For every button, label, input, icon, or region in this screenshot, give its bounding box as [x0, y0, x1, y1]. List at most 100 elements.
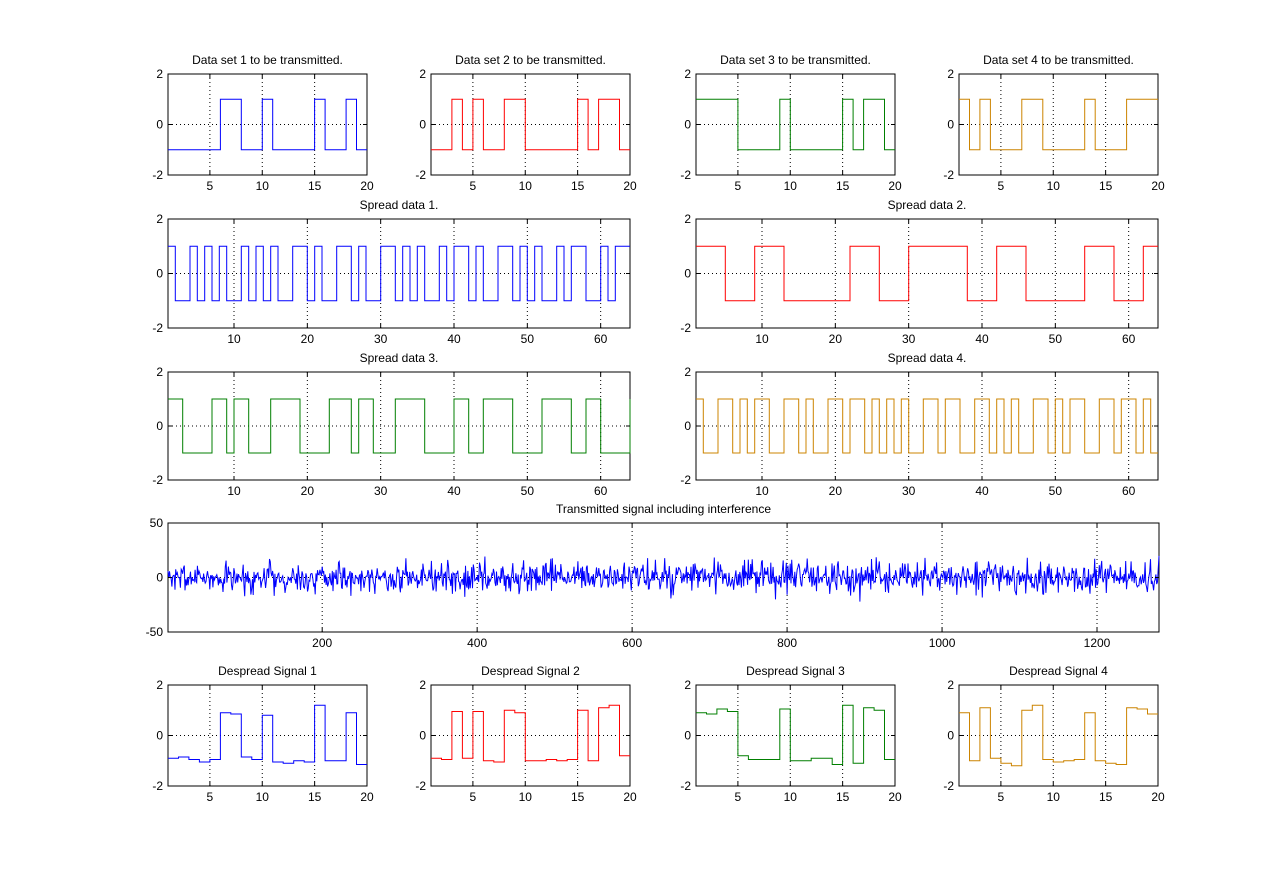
subplot-title: Spread data 3.	[360, 351, 439, 365]
x-tick-label: 800	[777, 636, 797, 650]
subplot-data3: 5 10 15 20 -2 0 2 Data set 3 to be transmitted.	[680, 53, 902, 193]
x-tick-label: 15	[1099, 179, 1113, 193]
subplot-title: Data set 1 to be transmitted.	[192, 53, 343, 67]
x-tick-label: 20	[301, 484, 315, 498]
series-line	[431, 98, 630, 151]
plot-area	[958, 684, 1159, 787]
series-line	[168, 98, 367, 151]
y-tick-label: -2	[152, 779, 163, 793]
series-line	[696, 704, 895, 765]
subplot-spread3: 10 20 30 40 50 60 -2 0 2 Spread data 3.	[152, 351, 631, 498]
x-tick-label: 200	[312, 636, 332, 650]
y-tick-label: 2	[156, 67, 163, 81]
subplot-title: Spread data 4.	[888, 351, 967, 365]
y-tick-label: -2	[680, 473, 691, 487]
x-tick-label: 20	[1151, 179, 1165, 193]
y-tick-label: 2	[419, 678, 426, 692]
y-tick-label: 2	[947, 67, 954, 81]
subplot-despread1: 5 10 15 20 -2 0 2 Despread Signal 1	[152, 664, 374, 804]
subplot-title: Despread Signal 2	[481, 664, 580, 678]
y-tick-label: -2	[943, 779, 954, 793]
y-tick-label: 0	[419, 118, 426, 132]
subplot-title: Data set 3 to be transmitted.	[720, 53, 871, 67]
y-tick-label: 0	[684, 267, 691, 281]
y-tick-label: -2	[680, 168, 691, 182]
x-tick-label: 20	[623, 179, 637, 193]
x-tick-label: 15	[836, 790, 850, 804]
subplot-title: Spread data 1.	[360, 198, 439, 212]
y-tick-label: 2	[684, 212, 691, 226]
plot-area	[958, 73, 1159, 176]
y-tick-label: 0	[156, 419, 163, 433]
plot-area	[167, 73, 368, 176]
x-tick-label: 1200	[1084, 636, 1111, 650]
subplot-data2: 5 10 15 20 -2 0 2 Data set 2 to be transmitted.	[415, 53, 637, 193]
x-tick-label: 40	[975, 484, 989, 498]
x-tick-label: 15	[1099, 790, 1113, 804]
plot-area	[695, 73, 896, 176]
subplot-title: Despread Signal 4	[1009, 664, 1108, 678]
x-tick-label: 600	[622, 636, 642, 650]
x-tick-label: 15	[836, 179, 850, 193]
y-tick-label: -2	[415, 779, 426, 793]
x-tick-label: 10	[256, 179, 270, 193]
subplot-despread3: 5 10 15 20 -2 0 2 Despread Signal 3	[680, 664, 902, 804]
series-line	[168, 245, 630, 302]
subplot-title: Transmitted signal including interferenc…	[556, 502, 771, 516]
x-tick-label: 5	[470, 790, 477, 804]
y-tick-label: -2	[680, 321, 691, 335]
series-line	[696, 98, 895, 151]
series-line	[431, 704, 630, 763]
y-tick-label: 0	[419, 729, 426, 743]
y-tick-label: -2	[415, 168, 426, 182]
y-tick-label: 0	[684, 729, 691, 743]
x-tick-label: 20	[360, 179, 374, 193]
x-tick-label: 50	[521, 484, 535, 498]
x-tick-label: 5	[207, 790, 214, 804]
x-tick-label: 20	[829, 484, 843, 498]
y-tick-label: 2	[684, 67, 691, 81]
x-tick-label: 1000	[929, 636, 956, 650]
x-tick-label: 40	[975, 332, 989, 346]
x-tick-label: 20	[888, 790, 902, 804]
y-tick-label: 0	[156, 571, 163, 585]
x-tick-label: 20	[623, 790, 637, 804]
subplot-spread2: 10 20 30 40 50 60 -2 0 2 Spread data 2.	[680, 198, 1159, 346]
series-line	[696, 245, 1158, 302]
y-tick-label: 0	[947, 118, 954, 132]
y-tick-label: -2	[152, 321, 163, 335]
y-tick-label: 0	[684, 118, 691, 132]
x-tick-label: 30	[374, 332, 388, 346]
x-tick-label: 5	[470, 179, 477, 193]
x-tick-label: 60	[1122, 332, 1136, 346]
y-tick-label: 0	[156, 118, 163, 132]
x-tick-label: 20	[1151, 790, 1165, 804]
x-tick-label: 60	[594, 332, 608, 346]
series-line	[696, 398, 1158, 454]
subplot-title: Data set 2 to be transmitted.	[455, 53, 606, 67]
y-tick-label: 0	[684, 419, 691, 433]
x-tick-label: 20	[829, 332, 843, 346]
subplot-despread2: 5 10 15 20 -2 0 2 Despread Signal 2	[415, 664, 637, 804]
x-tick-label: 10	[519, 790, 533, 804]
x-tick-label: 15	[308, 179, 322, 193]
y-tick-label: 0	[947, 729, 954, 743]
y-tick-label: 0	[156, 267, 163, 281]
y-tick-label: 2	[156, 678, 163, 692]
x-tick-label: 20	[360, 790, 374, 804]
x-tick-label: 30	[902, 332, 916, 346]
series-line	[168, 704, 367, 765]
x-tick-label: 40	[447, 332, 461, 346]
subplot-title: Despread Signal 1	[218, 664, 317, 678]
plot-area	[430, 73, 631, 176]
subplot-spread4: 10 20 30 40 50 60 -2 0 2 Spread data 4.	[680, 351, 1159, 498]
x-tick-label: 10	[755, 332, 769, 346]
x-tick-label: 5	[735, 790, 742, 804]
x-tick-label: 20	[301, 332, 315, 346]
x-tick-label: 50	[1049, 484, 1063, 498]
y-tick-label: -50	[146, 625, 164, 639]
x-tick-label: 10	[519, 179, 533, 193]
x-tick-label: 5	[998, 179, 1005, 193]
x-tick-label: 15	[571, 179, 585, 193]
